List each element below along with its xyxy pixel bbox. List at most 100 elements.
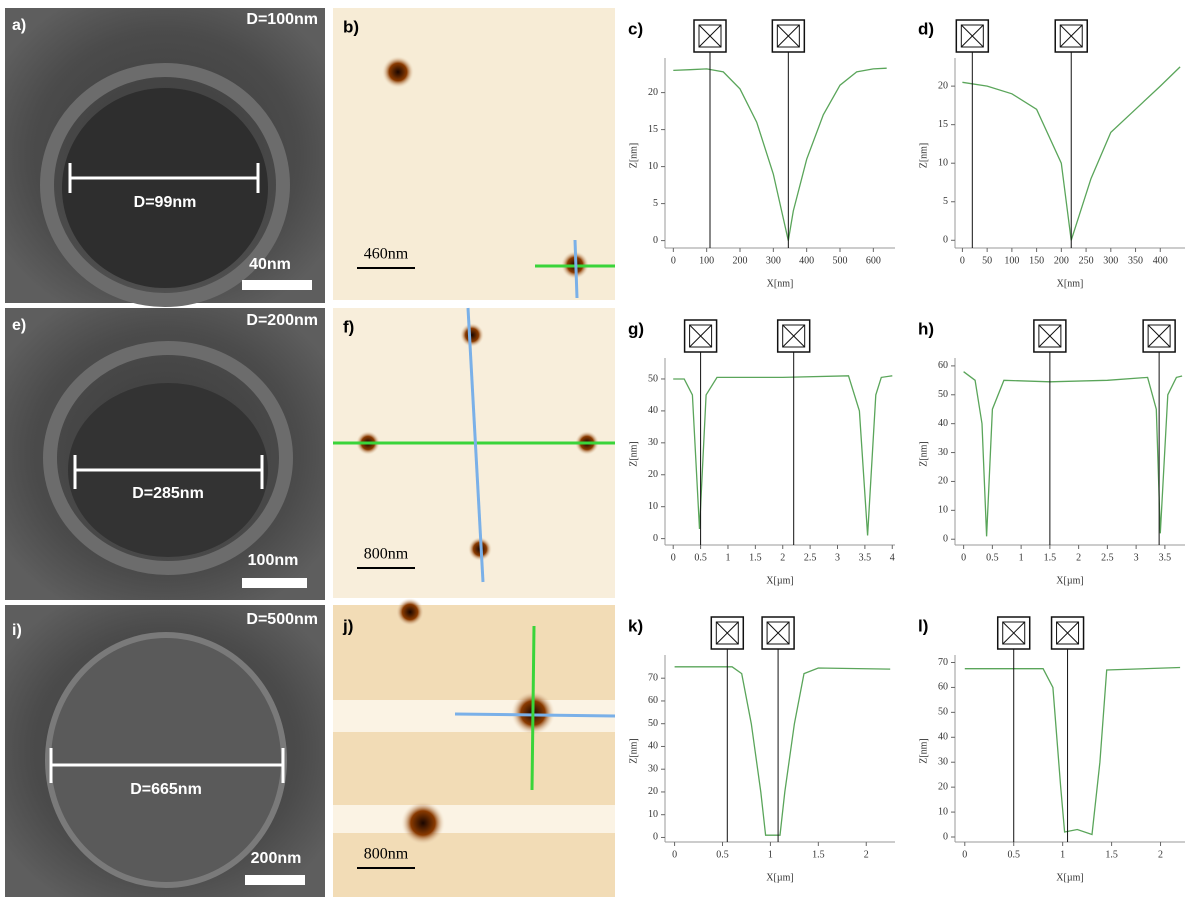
x-tick-label: 0 [671,255,676,266]
x-tick-label: 4 [890,552,895,563]
measured-diameter: D=285nm [132,485,204,502]
cursor-inner [1056,621,1080,645]
y-axis-label: Z[nm] [918,738,929,764]
scale-label: 200nm [251,850,302,867]
x-tick-label: 100 [699,255,714,266]
y-tick-label: 50 [938,707,948,718]
y-tick-label: 30 [648,763,658,774]
cursor-cross [698,24,722,48]
x-tick-label: 1.5 [1105,849,1118,860]
x-tick-label: 0 [962,849,967,860]
nominal-diameter: D=200nm [246,312,318,329]
x-tick-label: 2 [1076,552,1081,563]
x-tick-label: 1 [725,552,730,563]
panel-label: b) [343,17,359,36]
y-axis-label: Z[nm] [918,143,929,169]
x-tick-label: 200 [733,255,748,266]
y-tick-label: 0 [653,235,658,246]
cursor-inner [1038,324,1062,348]
y-tick-label: 40 [648,741,658,752]
y-tick-label: 50 [648,718,658,729]
x-tick-label: 150 [1029,255,1044,266]
y-tick-label: 60 [938,682,948,693]
x-tick-label: 3 [1134,552,1139,563]
panel-label: l) [918,616,928,635]
y-tick-label: 40 [938,732,948,743]
y-tick-label: 50 [648,373,658,384]
y-tick-label: 20 [938,781,948,792]
x-axis-label: X[nm] [767,278,794,289]
profile-line [964,666,1181,836]
y-tick-label: 40 [648,405,658,416]
y-axis-label: Z[nm] [628,738,639,764]
y-tick-label: 20 [938,80,948,91]
x-tick-label: 0.5 [986,552,999,563]
x-tick-label: 3.5 [1159,552,1172,563]
y-tick-label: 50 [938,389,948,400]
x-tick-label: 0.5 [694,552,707,563]
x-tick-label: 1 [768,849,773,860]
profile-line [963,371,1183,537]
x-tick-label: 2 [1158,849,1163,860]
scale-label: 460nm [364,246,409,263]
scale-label: 800nm [364,846,409,863]
cursor-cross [715,621,739,645]
x-tick-label: 0 [672,849,677,860]
panel-label: e) [12,317,26,334]
y-tick-label: 10 [648,501,658,512]
panel-label: k) [628,616,643,635]
panel-label: i) [12,622,22,639]
panel-label: h) [918,319,934,338]
scale-label: 100nm [248,552,299,569]
x-tick-label: 250 [1079,255,1094,266]
x-tick-label: 1 [1019,552,1024,563]
y-tick-label: 0 [943,235,948,246]
afm-panel: f) 800nm [333,307,615,598]
x-tick-label: 2 [780,552,785,563]
cursor-cross [1059,24,1083,48]
y-axis-label: Z[nm] [918,441,929,467]
x-tick-label: 50 [982,255,992,266]
x-tick-label: 2.5 [804,552,817,563]
profile-line [674,666,891,836]
y-tick-label: 0 [653,533,658,544]
cursor-inner [782,324,806,348]
cursor-inner [1059,24,1083,48]
y-tick-label: 20 [648,786,658,797]
panel-label: c) [628,19,643,38]
x-tick-label: 0 [960,255,965,266]
x-tick-label: 1.5 [812,849,825,860]
x-tick-label: 2.5 [1101,552,1114,563]
y-tick-label: 30 [938,447,948,458]
y-tick-label: 60 [938,360,948,371]
x-tick-label: 500 [833,255,848,266]
y-tick-label: 15 [938,119,948,130]
y-tick-label: 70 [648,672,658,683]
x-tick-label: 0 [961,552,966,563]
sem-panel: a) D=100nm D=99nm 40nm [5,8,325,307]
nominal-diameter: D=100nm [246,11,318,28]
panel-label: f) [343,317,354,336]
y-tick-label: 20 [648,469,658,480]
y-tick-label: 5 [943,196,948,207]
y-tick-label: 10 [938,806,948,817]
x-tick-label: 350 [1128,255,1143,266]
y-tick-label: 0 [943,831,948,842]
y-tick-label: 10 [648,161,658,172]
y-axis-label: Z[nm] [628,143,639,169]
x-tick-label: 2 [864,849,869,860]
y-tick-label: 70 [938,657,948,668]
cursor-cross [960,24,984,48]
panel-label: d) [918,19,934,38]
x-axis-label: X[µm] [766,575,793,586]
scale-label: 40nm [249,256,291,273]
profile-line [673,67,887,241]
sem-panel: e) D=200nm D=285nm 100nm [5,308,325,600]
y-tick-label: 10 [938,158,948,169]
x-axis-label: X[µm] [1056,872,1083,883]
panel-label: j) [342,616,353,635]
cursor-inner [698,24,722,48]
panel-label: a) [12,17,26,34]
cursor-inner [1147,324,1171,348]
